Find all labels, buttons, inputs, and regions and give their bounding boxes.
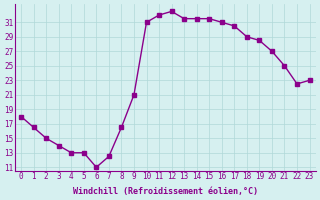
X-axis label: Windchill (Refroidissement éolien,°C): Windchill (Refroidissement éolien,°C) — [73, 187, 258, 196]
